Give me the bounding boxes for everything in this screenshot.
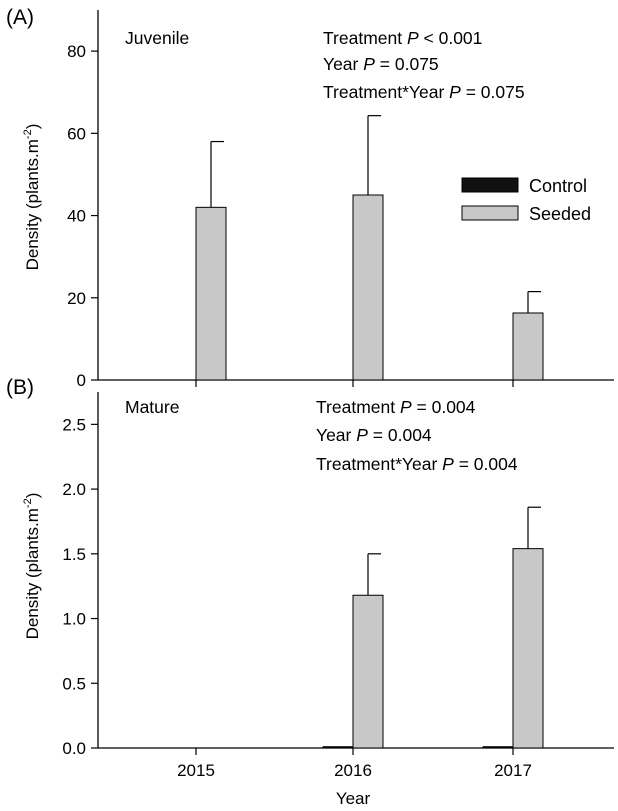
panel-b-label: (B): [6, 376, 34, 399]
panel-b-y-axis-label: Density (plants.m-2): [22, 493, 42, 640]
panel-b-y-tick-label: 2.0: [62, 480, 86, 499]
panel-b-bar-control-2017: [482, 746, 514, 749]
panel-a-annotation-3: Treatment*Year P = 0.075: [323, 82, 525, 102]
panel-a-y-tick-label: 20: [67, 289, 86, 308]
panel-b-annotation-2: Year P = 0.004: [316, 425, 432, 445]
panel-a-y-axis-label: Density (plants.m-2): [22, 124, 42, 271]
panel-b-y-tick-label: 0.0: [62, 739, 86, 758]
legend-control-swatch: [461, 177, 519, 193]
panel-a-bar-seeded-2016: [352, 194, 384, 381]
panel-b-annotation-1: Treatment P = 0.004: [316, 397, 476, 417]
panel-a-bar-seeded-2015: [195, 206, 227, 381]
panel-b-x-tick-label: 2015: [177, 761, 215, 780]
panel-a-y-tick-label: 40: [67, 207, 86, 226]
panel-a-y-tick-label: 80: [67, 42, 86, 61]
panel-b-annotation-3: Treatment*Year P = 0.004: [316, 454, 518, 474]
panel-a-y-tick-label: 0: [77, 371, 86, 390]
panel-a-stage-label: Juvenile: [125, 28, 189, 48]
x-axis-label: Year: [336, 789, 371, 808]
panel-b-stage-label: Mature: [125, 397, 179, 417]
panel-b-y-tick-label: 2.5: [62, 415, 86, 434]
panel-b-bar-seeded-2016: [352, 594, 384, 749]
panel-b-y-tick-label: 1.5: [62, 545, 86, 564]
panel-a-y-tick-label: 60: [67, 124, 86, 143]
panel-b-bar-seeded-2017: [512, 548, 544, 749]
panel-b-x-tick-label: 2016: [334, 761, 372, 780]
panel-b-x-tick-label: 2017: [494, 761, 532, 780]
panel-b-y-tick-label: 1.0: [62, 610, 86, 629]
panel-b-y-tick-label: 0.5: [62, 674, 86, 693]
panel-a-plot: 0 20 40 60 80: [67, 10, 614, 390]
panel-a-label: (A): [6, 6, 34, 29]
panel-a-annotation-1: Treatment P < 0.001: [323, 28, 482, 48]
legend-seeded-label: Seeded: [529, 204, 591, 224]
panel-b-plot: 0.0 0.5 1.0 1.5 2.0 2.5 2015 2016 2017: [62, 392, 614, 780]
legend-control-label: Control: [529, 176, 587, 196]
panel-b-bar-control-2016: [322, 746, 354, 749]
panel-a-annotation-2: Year P = 0.075: [323, 54, 439, 74]
legend-seeded-swatch: [461, 205, 519, 221]
panel-a-bar-seeded-2017: [512, 312, 544, 381]
